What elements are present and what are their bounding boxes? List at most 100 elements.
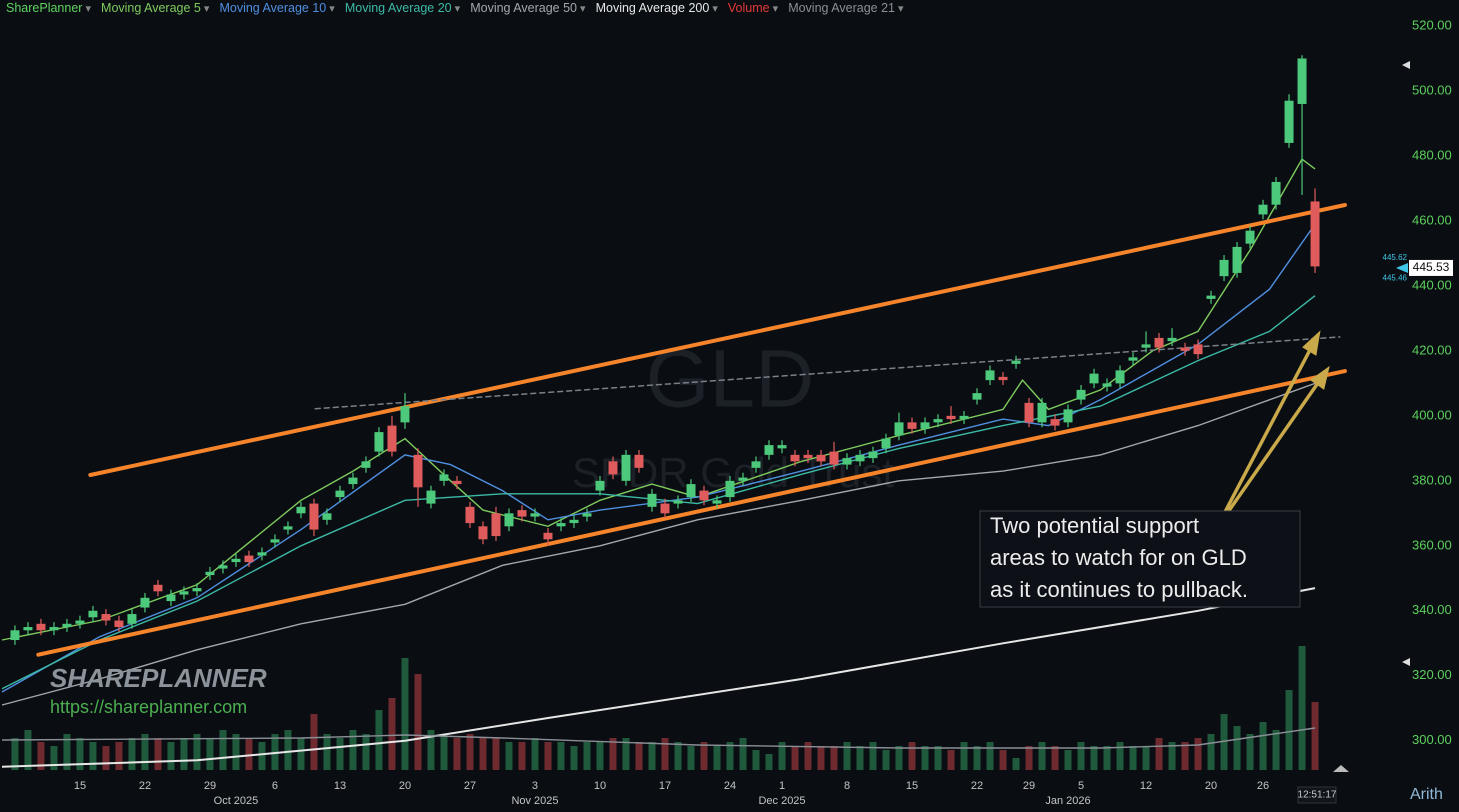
candle-body — [153, 584, 163, 592]
volume-bar — [1246, 734, 1254, 770]
candle-body — [335, 490, 345, 498]
volume-bar — [37, 742, 45, 770]
volume-bar — [427, 730, 435, 770]
x-tick-label: 6 — [272, 780, 278, 792]
volume-bar — [791, 746, 799, 770]
volume-bar — [466, 734, 474, 770]
candle-body — [1310, 201, 1320, 267]
axes: 300.00 320.00 340.00 360.00 380.00 400.00 420.… — [74, 17, 1453, 807]
moving-average-line — [1, 295, 1316, 690]
volume-bar — [1064, 750, 1072, 770]
arrow — [1223, 345, 1314, 513]
volume-bar — [817, 746, 825, 770]
volume-bar — [778, 742, 786, 770]
candle-body — [10, 630, 20, 641]
legend-entry[interactable]: Moving Average 200 — [596, 1, 718, 15]
candle-body — [23, 627, 33, 631]
candle-body — [595, 480, 605, 491]
trendline — [36, 369, 1347, 657]
volume-bar — [258, 742, 266, 770]
candle-body — [764, 445, 774, 455]
annotation-line: as it continues to pullback. — [990, 577, 1248, 602]
x-tick-label: 20 — [399, 780, 411, 792]
arrows — [1223, 330, 1330, 514]
legend-entry[interactable]: Moving Average 21 — [788, 1, 903, 15]
annotation-box — [979, 510, 1301, 608]
volume-bar — [1259, 722, 1267, 770]
arrow — [1226, 378, 1322, 514]
candle-body — [868, 451, 878, 459]
volume-bar — [635, 742, 643, 770]
candle-body — [699, 490, 709, 501]
candle-body — [725, 480, 735, 498]
candle-body — [400, 406, 410, 423]
y-tick-label: 520.00 — [1412, 17, 1452, 32]
candle-body — [36, 623, 46, 631]
volume-bar — [921, 746, 929, 770]
candle-body — [75, 620, 85, 624]
x-tick-label: 1 — [779, 780, 785, 792]
legend-entry[interactable]: Moving Average 20 — [345, 1, 460, 15]
candle-body — [1180, 347, 1190, 351]
legend-entry[interactable]: SharePlanner — [6, 1, 91, 15]
volume-bar — [505, 742, 513, 770]
volume-bar — [596, 742, 604, 770]
y-tick-label: 420.00 — [1412, 342, 1452, 357]
candle-body — [1076, 389, 1086, 400]
candle-body — [738, 477, 748, 481]
y-tick-label: 380.00 — [1412, 472, 1452, 487]
volume-bar — [882, 750, 890, 770]
volume-bar — [1090, 746, 1098, 770]
y-tick-label: 400.00 — [1412, 407, 1452, 422]
y-tick-label: 340.00 — [1412, 602, 1452, 617]
volume-bar — [206, 738, 214, 770]
annotation-line: Two potential support — [990, 513, 1199, 538]
candle-body — [322, 513, 332, 520]
candle-body — [452, 480, 462, 485]
candle-body — [842, 458, 852, 465]
volume-bar — [895, 746, 903, 770]
legend-entry[interactable]: Volume — [728, 1, 778, 15]
candle-body — [556, 523, 566, 527]
marker — [1402, 658, 1410, 666]
volume-bar — [583, 742, 591, 770]
legend-entry[interactable]: Moving Average 50 — [470, 1, 585, 15]
annotation-line: areas to watch for on GLD — [990, 545, 1247, 570]
candle-body — [439, 474, 449, 481]
volume-bar — [401, 658, 409, 770]
volume-panel — [11, 646, 1319, 770]
volume-bar — [1194, 738, 1202, 770]
y-tick-label: 440.00 — [1412, 277, 1452, 292]
volume-bar — [232, 734, 240, 770]
trendlines — [36, 203, 1347, 657]
volume-bar — [609, 738, 617, 770]
volume-bar — [245, 738, 253, 770]
candle-body — [127, 614, 137, 624]
last-price-pointer — [1396, 262, 1408, 273]
volume-bar — [128, 738, 136, 770]
candle-body — [309, 503, 319, 530]
volume-bar — [453, 738, 461, 770]
x-tick-label: 29 — [204, 780, 216, 792]
candle-body — [582, 513, 592, 517]
y-tick-label: 500.00 — [1412, 82, 1452, 97]
candle-body — [1063, 409, 1073, 423]
legend-entry[interactable]: Moving Average 10 — [219, 1, 334, 15]
volume-bar — [1298, 646, 1306, 770]
volume-bar — [531, 738, 539, 770]
arrow-head — [1309, 365, 1330, 390]
candle-body — [751, 461, 761, 468]
legend-entry[interactable]: Moving Average 5 — [101, 1, 209, 15]
volume-bar — [11, 738, 19, 770]
candle-body — [920, 422, 930, 429]
volume-bar — [349, 730, 357, 770]
y-tick-label: 320.00 — [1412, 667, 1452, 682]
footer-time: 12:51:17 — [1298, 790, 1337, 801]
legend: SharePlanner Moving Average 5 Moving Avera… — [6, 1, 904, 15]
volume-bar — [544, 742, 552, 770]
candle-body — [140, 597, 150, 608]
candle-body — [647, 493, 657, 507]
volume-bar — [362, 734, 370, 770]
